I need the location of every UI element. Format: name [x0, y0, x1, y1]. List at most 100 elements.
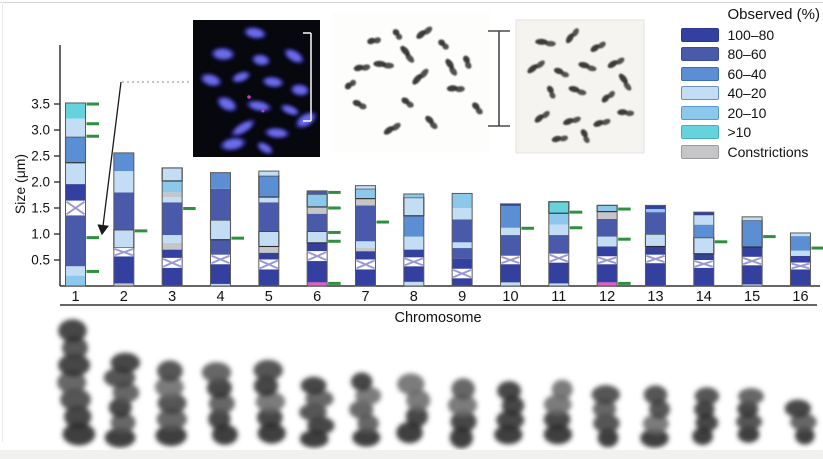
segment-100-80 — [162, 267, 183, 286]
segment-100-80 — [500, 264, 521, 283]
segment->10 — [65, 102, 86, 119]
y-tick-label: 0.5 — [31, 253, 50, 268]
chromosome-bar-14 — [693, 211, 728, 287]
segment-40-20 — [693, 215, 714, 225]
chromosome-bar-11 — [548, 201, 583, 287]
legend-swatch — [681, 47, 720, 61]
legend-entry-label: 80–60 — [727, 46, 767, 62]
segment-60-40 — [500, 205, 521, 228]
chromosome-photo-13 — [640, 385, 670, 448]
centromere-cross — [501, 255, 520, 265]
segment-20-10 — [645, 209, 666, 213]
segment-100-80 — [258, 269, 279, 286]
segment-100-80 — [693, 212, 714, 216]
segment-40-20 — [403, 236, 424, 250]
chromosome-photo-row — [57, 319, 817, 449]
legend-entry-label: >10 — [727, 124, 752, 140]
segment-100-80 — [65, 184, 86, 201]
chromosome-bar-9 — [451, 192, 473, 287]
chromosome-photo-5 — [253, 359, 286, 444]
segment-100-80 — [790, 269, 811, 286]
annotation-arrow — [97, 81, 192, 236]
centromere-cross — [452, 268, 472, 279]
segment-100-80 — [403, 249, 424, 258]
segment-100-80 — [307, 261, 328, 283]
segment-40-20 — [790, 232, 811, 237]
arrow-line — [97, 81, 122, 236]
chromosome-bar-8 — [403, 193, 425, 287]
segment-80-60 — [210, 239, 231, 255]
micrograph-insets — [193, 12, 645, 157]
bar-outline — [113, 152, 135, 287]
segment-80-60 — [113, 192, 134, 230]
x-tick-label: 13 — [647, 289, 663, 305]
bar-outline — [306, 190, 328, 287]
segment-40-20 — [65, 162, 86, 185]
segment-60-40 — [790, 236, 811, 251]
x-tick-label: 12 — [599, 289, 615, 305]
x-tick-label: 9 — [458, 289, 466, 305]
segment-40-20 — [693, 237, 715, 255]
segment-100-80 — [645, 263, 666, 286]
legend-swatch — [681, 144, 720, 159]
segment-100-80 — [210, 264, 231, 284]
chromosome-photo-1 — [57, 319, 96, 446]
segment-constriction — [162, 192, 183, 198]
segment-40-20 — [742, 216, 763, 221]
legend-entry: Constrictions — [681, 144, 820, 160]
segment-40-20 — [355, 241, 376, 249]
chromosome-photo-9 — [447, 378, 478, 449]
chromosome-bars — [64, 102, 823, 287]
chromosome-bar-10 — [499, 203, 534, 287]
centromere-cross — [114, 248, 134, 257]
centromere-cross — [404, 257, 424, 267]
bar-outline — [354, 185, 376, 287]
y-tick-label: 2.0 — [31, 175, 50, 190]
legend-swatch — [681, 125, 720, 139]
legend-swatch — [681, 27, 720, 42]
bar-outline — [548, 201, 570, 287]
chromosome-photo-7 — [349, 372, 382, 447]
centromere-cross — [162, 258, 182, 268]
segment-40-20 — [548, 283, 569, 286]
segment-constriction — [355, 248, 376, 252]
segment-80-60 — [210, 188, 231, 220]
segment-20-10 — [596, 204, 618, 213]
segment-40-20 — [742, 284, 763, 286]
centromere-cross — [549, 253, 569, 263]
x-tick-label: 5 — [265, 289, 273, 305]
chromosome-bar-1 — [64, 102, 99, 287]
segment-80-60 — [548, 235, 569, 254]
chromosome-photo-12 — [591, 385, 620, 448]
x-tick-label: 11 — [551, 289, 566, 305]
centromere-cross — [791, 262, 810, 270]
bar-outline — [451, 192, 473, 287]
segment-20-10 — [162, 180, 183, 193]
bar-outline — [65, 102, 86, 287]
chromosome-bar-12 — [596, 204, 631, 287]
segment-100-80 — [307, 242, 328, 252]
segment-20-10 — [548, 213, 569, 225]
bar-outline — [403, 193, 425, 287]
segment-40-20 — [500, 227, 521, 236]
chromosome-bar-13 — [644, 204, 667, 287]
y-tick-label: 2.5 — [31, 149, 50, 164]
bar-outline — [693, 211, 715, 287]
segment-100-80 — [597, 264, 618, 283]
segment-40-20 — [113, 171, 134, 193]
dapi-fluorescence-spread-micrograph — [193, 20, 320, 157]
segment-constriction — [597, 211, 618, 219]
chromosome-bar-15 — [741, 216, 776, 287]
segment-80-60 — [307, 213, 328, 232]
segment-100-80 — [452, 258, 473, 269]
segment-100-80 — [403, 266, 424, 282]
segment-40-20 — [403, 281, 424, 286]
y-tick-label: 3.0 — [31, 123, 50, 138]
segment-100-80 — [790, 255, 811, 263]
segment-80-60 — [65, 215, 86, 267]
segment-80-60 — [355, 205, 376, 242]
segment-40-20 — [403, 197, 425, 217]
x-tick-label: 7 — [361, 289, 369, 305]
